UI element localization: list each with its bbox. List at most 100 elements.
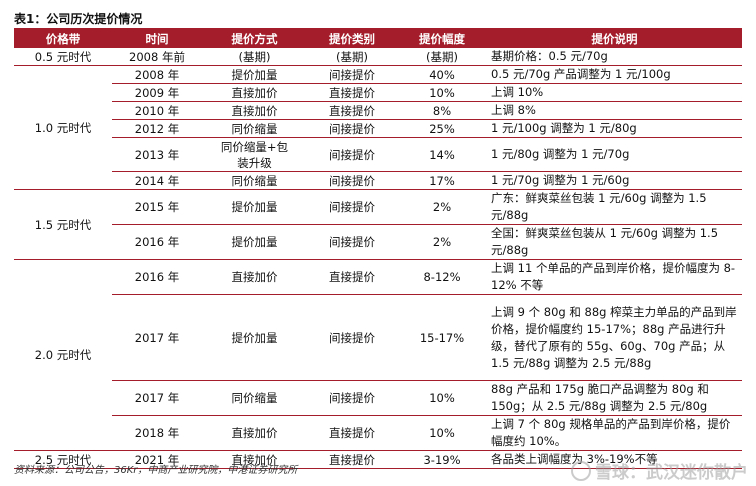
method-cell: (基期) [202,48,307,66]
method-cell: 同价缩量 [202,380,307,416]
range-cell: 2% [397,189,487,225]
description-cell: 1 元/70g 调整为 1 元/60g [487,171,742,190]
range-cell: 25% [397,119,487,138]
range-cell: 17% [397,171,487,190]
range-cell: (基期) [397,48,487,66]
method-cell: 直接加价 [202,101,307,120]
category-cell: 直接提价 [307,83,397,102]
table-row: 2.5 元时代 2021 年 直接加价 直接提价 3-19% 各品类上调幅度为 … [14,450,742,469]
description-cell: 上调 7 个 80g 规格单品的产品到岸价格，提价幅度约 10%。 [487,415,742,451]
table-row: 2014 年 同价缩量 间接提价 17% 1 元/70g 调整为 1 元/60g [14,171,742,190]
watermark-text: 雪球：武汉迷你散户 [595,463,748,483]
table-row: 2016 年 提价加量 间接提价 2% 全国：鲜爽菜丝包装从 1 元/60g 调… [14,224,742,260]
era-cell: 1.0 元时代 [14,65,112,190]
description-cell: 全国：鲜爽菜丝包装从 1 元/60g 调整为 1.5 元/88g [487,224,742,260]
method-cell: 直接加价 [202,259,307,295]
category-cell: 直接提价 [307,450,397,469]
range-cell: 8% [397,101,487,120]
time-cell: 2021 年 [112,450,202,469]
category-cell: 间接提价 [307,137,397,172]
category-cell: 直接提价 [307,101,397,120]
description-cell: 广东：鲜爽菜丝包装 1 元/60g 调整为 1.5 元/88g [487,189,742,225]
method-cell: 同价缩量 [202,119,307,138]
category-cell: 间接提价 [307,119,397,138]
category-cell: 直接提价 [307,415,397,451]
time-cell: 2017 年 [112,380,202,416]
method-cell: 直接加价 [202,450,307,469]
table-row: 2009 年 直接加价 直接提价 10% 上调 10% [14,83,742,102]
table-row: 2018 年 直接加价 直接提价 10% 上调 7 个 80g 规格单品的产品到… [14,415,742,451]
range-cell: 3-19% [397,450,487,469]
header-range: 提价幅度 [397,30,487,48]
category-cell: 间接提价 [307,171,397,190]
header-method: 提价方式 [202,30,307,48]
range-cell: 40% [397,65,487,84]
range-cell: 10% [397,83,487,102]
category-cell: 间接提价 [307,224,397,260]
description-cell: 上调 8% [487,101,742,120]
time-cell: 2013 年 [112,137,202,172]
table-header-row: 价格带 时间 提价方式 提价类别 提价幅度 提价说明 [14,30,742,48]
method-cell: 直接加价 [202,415,307,451]
table-row: 2012 年 同价缩量 间接提价 25% 1 元/100g 调整为 1 元/80… [14,119,742,138]
description-cell: 1 元/80g 调整为 1 元/70g [487,137,742,172]
time-cell: 2015 年 [112,189,202,225]
range-cell: 2% [397,224,487,260]
time-cell: 2016 年 [112,224,202,260]
table-row: 0.5 元时代 2008 年前 (基期) (基期) (基期) 基期价格：0.5 … [14,48,742,66]
time-cell: 2018 年 [112,415,202,451]
header-category: 提价类别 [307,30,397,48]
time-cell: 2009 年 [112,83,202,102]
table-caption: 表1：公司历次提价情况 [14,12,143,26]
snowball-logo-icon [571,460,591,481]
era-cell: 2.0 元时代 [14,259,112,451]
category-cell: 直接提价 [307,259,397,295]
method-cell: 提价加量 [202,294,307,381]
category-cell: 间接提价 [307,294,397,381]
time-cell: 2010 年 [112,101,202,120]
era-cell: 1.5 元时代 [14,189,112,260]
method-cell: 提价加量 [202,189,307,225]
table-row: 2013 年 同价缩量+包装升级 间接提价 14% 1 元/80g 调整为 1 … [14,137,742,172]
description-cell: 88g 产品和 175g 脆口产品调整为 80g 和 150g；从 2.5 元/… [487,380,742,416]
caption-rule [14,28,742,30]
range-cell: 15-17% [397,294,487,381]
category-cell: 间接提价 [307,65,397,84]
time-cell: 2014 年 [112,171,202,190]
table-row: 2010 年 直接加价 直接提价 8% 上调 8% [14,101,742,120]
description-cell: 0.5 元/70g 产品调整为 1 元/100g [487,65,742,84]
category-cell: 间接提价 [307,189,397,225]
range-cell: 14% [397,137,487,172]
header-time: 时间 [112,30,202,48]
method-cell: 提价加量 [202,224,307,260]
description-cell: 基期价格：0.5 元/70g [487,48,742,66]
description-cell: 1 元/100g 调整为 1 元/80g [487,119,742,138]
time-cell: 2016 年 [112,259,202,295]
header-description: 提价说明 [487,30,742,48]
source-note: 资料来源：公司公告，36Kr，中商产业研究院，中港证券研究所 [14,465,298,476]
range-cell: 10% [397,380,487,416]
watermark: 雪球：武汉迷你散户 [571,458,748,483]
method-cell: 同价缩量+包装升级 [202,137,307,172]
time-cell: 2008 年前 [112,48,202,66]
description-cell: 上调 9 个 80g 和 88g 榨菜主力单品的产品到岸价格，提价幅度约 15-… [487,294,742,381]
table-row: 2.0 元时代 2016 年 直接加价 直接提价 8-12% 上调 11 个单品… [14,259,742,451]
category-cell: 间接提价 [307,380,397,416]
table-row: 1.5 元时代 2015 年 提价加量 间接提价 2% 广东：鲜爽菜丝包装 1 … [14,189,742,260]
price-increase-table: 价格带 时间 提价方式 提价类别 提价幅度 提价说明 0.5 元时代 2008 … [14,30,742,469]
method-cell: 直接加价 [202,83,307,102]
time-cell: 2012 年 [112,119,202,138]
range-cell: 8-12% [397,259,487,295]
method-cell: 提价加量 [202,65,307,84]
description-cell: 上调 10% [487,83,742,102]
method-cell: 同价缩量 [202,171,307,190]
table-row: 2017 年 提价加量 间接提价 15-17% 上调 9 个 80g 和 88g… [14,294,742,381]
time-cell: 2008 年 [112,65,202,84]
era-cell: 0.5 元时代 [14,48,112,66]
description-cell: 各品类上调幅度为 3%-19%不等 [487,450,742,469]
header-price-band: 价格带 [14,30,112,48]
table-row: 1.0 元时代 2008 年 提价加量 间接提价 40% 0.5 元/70g 产… [14,65,742,190]
category-cell: (基期) [307,48,397,66]
description-cell: 上调 11 个单品的产品到岸价格，提价幅度为 8-12% 不等 [487,259,742,295]
range-cell: 10% [397,415,487,451]
